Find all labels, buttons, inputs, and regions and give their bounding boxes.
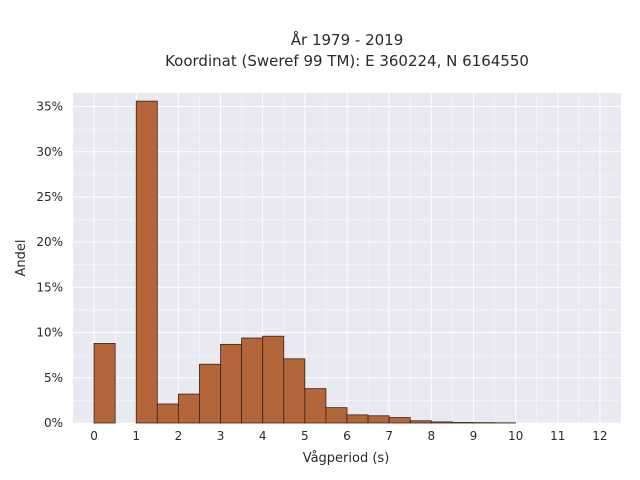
histogram-bar	[451, 422, 474, 424]
histogram-bar	[409, 420, 432, 424]
histogram-bar	[156, 403, 179, 424]
x-tick-label: 4	[259, 429, 267, 443]
y-tick-label: 20%	[36, 235, 63, 249]
histogram-bar	[367, 415, 390, 424]
y-tick-label: 0%	[44, 416, 63, 430]
histogram-bar	[304, 388, 327, 424]
chart-title-line-2: Koordinat (Sweref 99 TM): E 360224, N 61…	[165, 52, 529, 70]
histogram-bar	[241, 337, 264, 424]
histogram-bar	[135, 100, 158, 424]
x-tick-label: 6	[343, 429, 351, 443]
x-tick-label: 1	[132, 429, 140, 443]
x-tick-label: 12	[592, 429, 607, 443]
chart-title-line-1: År 1979 - 2019	[291, 30, 404, 49]
histogram-bar	[283, 358, 306, 424]
x-tick-label: 5	[301, 429, 309, 443]
histogram-bar	[177, 393, 200, 424]
x-tick-label: 11	[550, 429, 565, 443]
x-tick-label: 10	[508, 429, 523, 443]
x-axis-ticks: 0 1 2 3 4 5 6 7 8 9 10 11 12	[90, 429, 607, 443]
histogram-bar	[262, 335, 285, 424]
bars	[93, 100, 517, 424]
y-tick-label: 25%	[36, 190, 63, 204]
x-tick-label: 9	[470, 429, 478, 443]
histogram-bar	[430, 421, 453, 424]
x-tick-label: 3	[217, 429, 225, 443]
y-axis-label: Andel	[14, 240, 29, 277]
y-tick-label: 5%	[44, 371, 63, 385]
histogram-bar	[93, 343, 116, 424]
y-tick-label: 10%	[36, 326, 63, 340]
histogram-bar	[346, 414, 369, 424]
histogram-bar	[220, 343, 243, 424]
histogram-bar	[199, 363, 221, 424]
histogram-bar	[325, 407, 348, 424]
y-tick-label: 30%	[36, 145, 63, 159]
histogram-bar	[388, 417, 411, 424]
x-tick-label: 8	[427, 429, 435, 443]
x-axis-label: Vågperiod (s)	[303, 451, 390, 466]
x-tick-label: 2	[175, 429, 183, 443]
y-tick-label: 15%	[36, 280, 63, 294]
y-tick-label: 35%	[36, 100, 63, 114]
y-axis-ticks: 0% 5% 10% 15% 20% 25% 30% 35%	[36, 100, 63, 430]
x-tick-label: 0	[90, 429, 98, 443]
x-tick-label: 7	[385, 429, 393, 443]
